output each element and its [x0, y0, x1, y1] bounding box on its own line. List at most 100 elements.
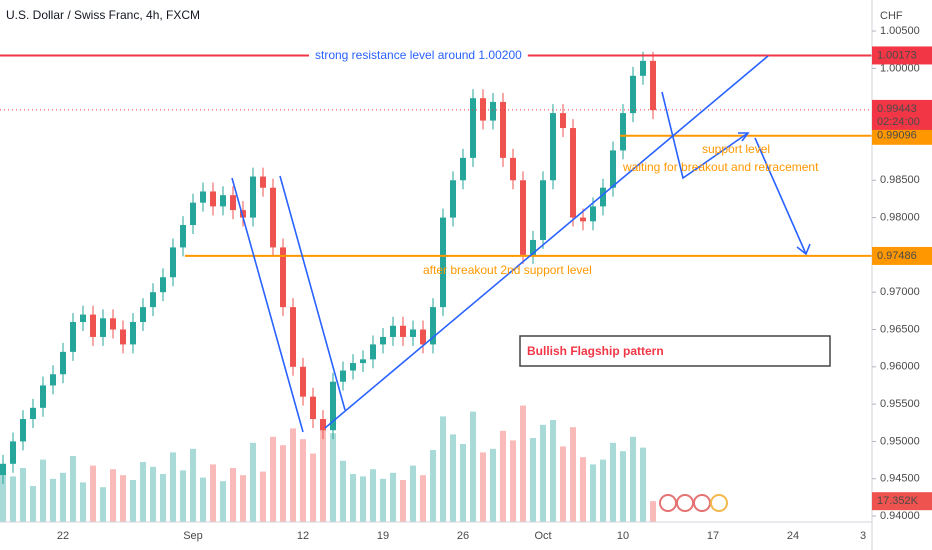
flag-line: [231, 177, 304, 433]
price-tag: [872, 126, 932, 145]
y-tick-label: 0.95000: [880, 435, 920, 447]
candle-body: [400, 325, 406, 337]
arrow-head: [738, 132, 750, 142]
candle-body: [550, 113, 556, 181]
volume-bar: [60, 472, 66, 522]
x-tick-label: 17: [707, 530, 719, 542]
volume-bar: [40, 459, 46, 522]
y-tick-label: 0.96500: [880, 323, 920, 335]
price-tag: [872, 246, 932, 265]
candle-body: [10, 441, 16, 464]
volume-bar: [90, 465, 96, 522]
volume-bar: [510, 440, 516, 522]
candle-body: [450, 180, 456, 218]
candle-body: [240, 210, 246, 218]
x-tick-label: 26: [457, 530, 469, 542]
candle-body: [590, 206, 596, 222]
candle-body: [330, 381, 336, 431]
candle-body: [440, 217, 446, 308]
x-tick-label: 22: [57, 530, 69, 542]
volume-bar: [220, 481, 226, 522]
volume-bar: [400, 480, 406, 522]
volume-bar: [200, 477, 206, 522]
volume-bar: [120, 475, 126, 522]
x-tick-label: Oct: [534, 530, 551, 542]
volume-bar: [320, 423, 326, 522]
event-flag: [710, 494, 728, 512]
volume-bar: [190, 448, 196, 522]
candle-body: [610, 150, 616, 188]
volume-bar: [240, 475, 246, 522]
volume-bar: [80, 482, 86, 522]
volume-bar: [620, 451, 626, 522]
candle-body: [560, 113, 566, 129]
candle-body: [540, 180, 546, 240]
candle-body: [80, 314, 86, 323]
candle-body: [310, 396, 316, 420]
volume-bar: [150, 466, 156, 522]
x-tick-label: 24: [787, 530, 799, 542]
candle-body: [230, 195, 236, 211]
volume-bar: [250, 442, 256, 522]
candle-body: [60, 351, 66, 375]
candle-body: [300, 366, 306, 397]
candle-body: [630, 75, 636, 114]
annotation: Bullish Flagship pattern: [527, 344, 664, 358]
price-tag: [872, 99, 932, 130]
volume-bar: [230, 468, 236, 522]
candle-body: [460, 157, 466, 181]
volume-bar: [360, 476, 366, 522]
volume-bar: [130, 480, 136, 522]
candle-body: [320, 419, 326, 431]
annotation: support level: [702, 142, 770, 156]
candle-body: [520, 180, 526, 255]
candle-body: [20, 419, 26, 442]
price-tag-label: 0.99096: [877, 130, 917, 142]
volume-bar: [70, 456, 76, 522]
volume-bar: [210, 464, 216, 522]
volume-bar: [20, 468, 26, 522]
candle-body: [290, 307, 296, 367]
pattern-box: [519, 335, 831, 367]
candle-body: [100, 318, 106, 337]
x-tick-label: Sep: [183, 530, 203, 542]
volume-bar: [380, 478, 386, 522]
candle-body: [340, 370, 346, 382]
candle-body: [650, 60, 656, 111]
candle-body: [420, 329, 426, 345]
volume-bar: [530, 438, 536, 522]
candle-body: [40, 385, 46, 408]
candle-body: [0, 463, 6, 475]
candle-body: [110, 318, 116, 330]
volume-bar: [170, 452, 176, 522]
chart-title: U.S. Dollar / Swiss Franc, 4h, FXCM: [6, 8, 200, 22]
volume-bar: [270, 436, 276, 522]
candle-body: [430, 307, 436, 345]
volume-bar: [350, 474, 356, 522]
volume-bar: [550, 420, 556, 522]
volume-bar: [280, 445, 286, 522]
volume-bar: [180, 470, 186, 522]
volume-bar: [410, 465, 416, 522]
volume-bar: [290, 428, 296, 522]
candle-body: [580, 217, 586, 222]
event-flag: [693, 494, 711, 512]
candle-body: [490, 101, 496, 121]
candle-body: [120, 329, 126, 345]
volume-bar: [100, 487, 106, 522]
candle-body: [50, 374, 56, 386]
candle-body: [130, 322, 136, 345]
annotation: after breakout 2nd support level: [423, 263, 592, 277]
volume-tag-label: 17.352K: [877, 495, 919, 507]
volume-bar: [650, 501, 656, 522]
volume-bar: [480, 452, 486, 522]
price-tag: [872, 46, 932, 65]
trend-line: [324, 55, 769, 429]
volume-bar: [420, 475, 426, 522]
candle-body: [280, 247, 286, 308]
volume-bar: [370, 469, 376, 522]
volume-bar: [470, 411, 476, 522]
drawings: [231, 55, 811, 433]
y-tick-label: 0.97000: [880, 286, 920, 298]
